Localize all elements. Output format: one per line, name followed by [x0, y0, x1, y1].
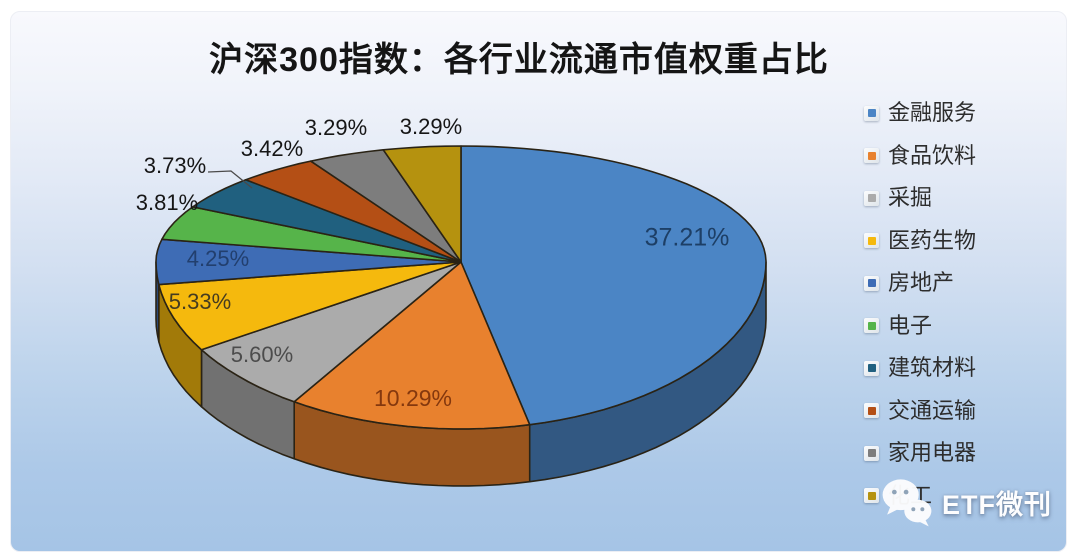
legend-label: 金融服务 — [888, 100, 977, 126]
legend-item-7: 交通运输 — [864, 390, 976, 433]
slice-label-9: 3.29% — [400, 114, 462, 139]
legend-label: 医药生物 — [888, 227, 977, 253]
slice-label-3: 5.33% — [169, 289, 231, 314]
pie-slice-5 — [161, 206, 462, 263]
slice-label-8: 3.29% — [305, 115, 367, 140]
pie-slice-3 — [158, 261, 462, 351]
legend-label: 食品饮料 — [888, 142, 977, 168]
legend-key-icon — [864, 488, 879, 504]
pie-slice-4 — [155, 238, 462, 286]
legend-key-icon — [864, 403, 879, 419]
legend-label: 采掘 — [888, 185, 933, 211]
legend-label: 交通运输 — [888, 397, 977, 423]
legend-item-8: 家用电器 — [864, 432, 976, 475]
legend-item-6: 建筑材料 — [864, 347, 976, 390]
legend-key-icon — [864, 360, 879, 376]
legend-key-icon — [864, 105, 879, 121]
legend-label: 电子 — [888, 312, 933, 338]
legend-key-icon — [864, 233, 879, 249]
legend-label: 家用电器 — [888, 440, 977, 466]
slice-label-6: 3.73% — [144, 153, 206, 178]
legend-item-0: 金融服务 — [864, 92, 976, 135]
legend-item-3: 医药生物 — [864, 220, 976, 263]
legend-label: 建筑材料 — [888, 355, 977, 381]
watermark-text: ETF微刊 — [942, 489, 1052, 520]
legend-key-icon — [864, 190, 879, 206]
legend-key-icon — [864, 318, 879, 334]
legend-label: 房地产 — [888, 270, 955, 296]
slice-label-4: 4.25% — [187, 246, 249, 271]
pie-slice-8 — [309, 149, 462, 263]
label-leader-line — [207, 170, 253, 189]
legend-key-icon — [864, 148, 879, 164]
wechat-icon — [882, 479, 932, 527]
pie-slice-9 — [382, 145, 462, 263]
slice-label-2: 5.60% — [231, 342, 293, 367]
pie-slice-2 — [200, 261, 462, 403]
watermark: ETF微刊 — [878, 474, 1052, 530]
legend-key-icon — [864, 275, 879, 291]
pie-slice-6 — [191, 179, 462, 263]
slice-label-0: 37.21% — [645, 224, 730, 252]
legend: 金融服务食品饮料采掘医药生物房地产电子建筑材料交通运输家用电器化工 — [864, 92, 976, 517]
pie-slice-7 — [245, 160, 462, 263]
legend-item-1: 食品饮料 — [864, 135, 976, 178]
slice-label-7: 3.42% — [241, 136, 303, 161]
chart-title: 沪深300指数：各行业流通市值权重占比 — [209, 41, 829, 79]
pie-slice-0 — [460, 145, 767, 426]
slice-label-5: 3.81% — [136, 190, 198, 215]
pie-slice-1 — [293, 261, 531, 430]
legend-item-5: 电子 — [864, 305, 976, 348]
legend-key-icon — [864, 445, 879, 461]
slice-label-1: 10.29% — [374, 385, 452, 411]
legend-item-4: 房地产 — [864, 262, 976, 305]
legend-item-2: 采掘 — [864, 177, 976, 220]
